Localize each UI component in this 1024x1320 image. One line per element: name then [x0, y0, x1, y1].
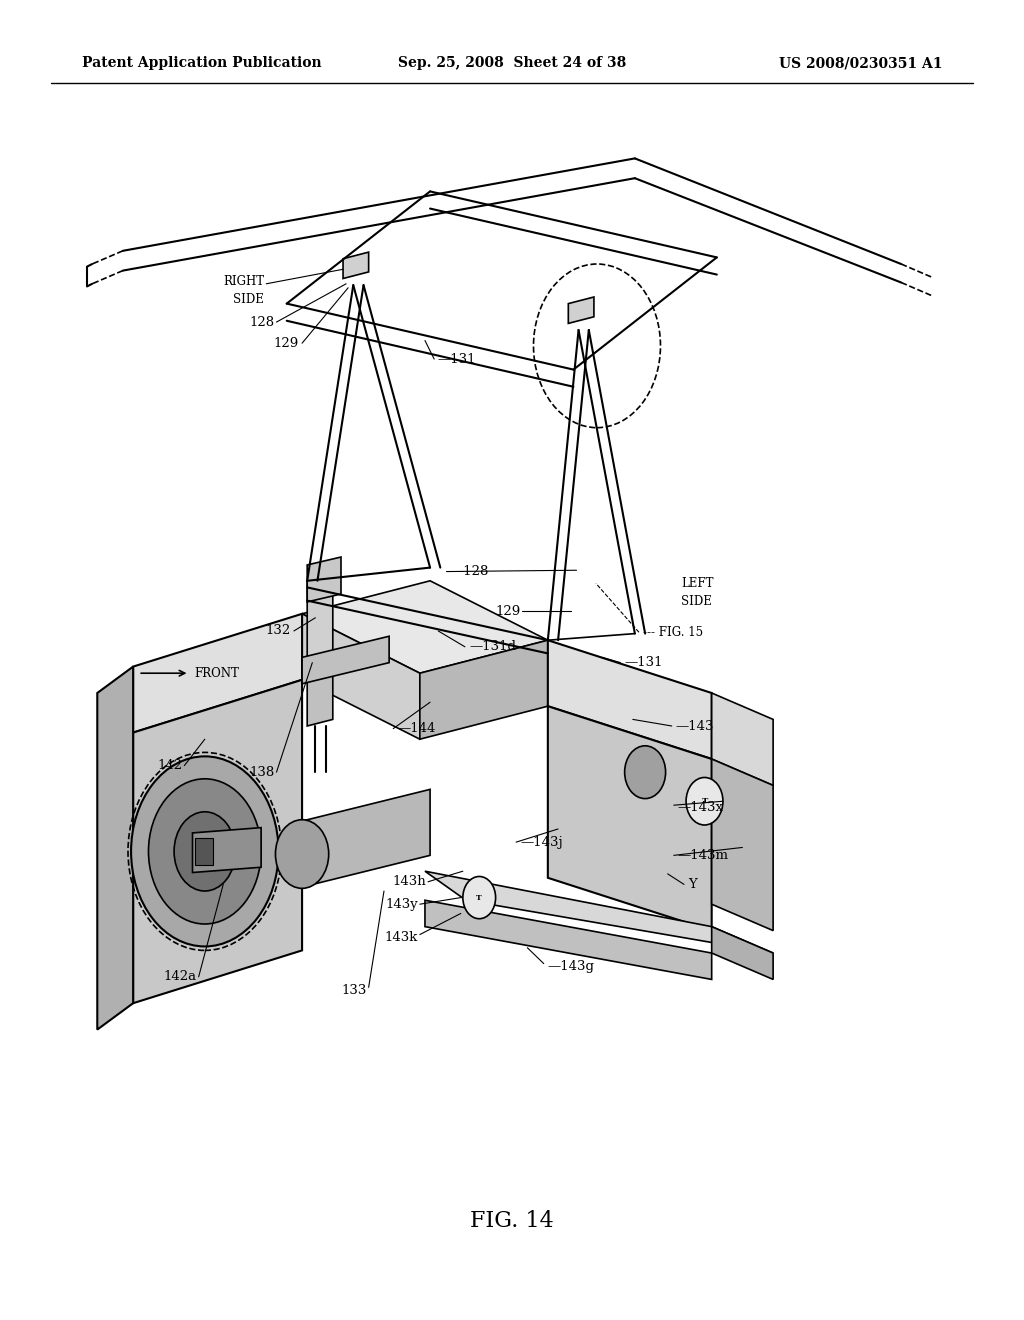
Polygon shape	[302, 789, 430, 887]
Polygon shape	[548, 640, 712, 759]
Polygon shape	[97, 667, 133, 1030]
Text: 143k: 143k	[384, 931, 418, 944]
Polygon shape	[712, 693, 773, 785]
Polygon shape	[307, 557, 341, 602]
Polygon shape	[133, 614, 302, 733]
Circle shape	[625, 746, 666, 799]
Text: —143g: —143g	[548, 960, 595, 973]
Polygon shape	[307, 574, 333, 680]
Polygon shape	[568, 297, 594, 323]
Polygon shape	[343, 252, 369, 279]
Text: —143x: —143x	[678, 801, 724, 814]
Text: LEFT: LEFT	[681, 577, 714, 590]
Circle shape	[148, 779, 261, 924]
Circle shape	[174, 812, 236, 891]
Text: 142a: 142a	[164, 970, 197, 983]
Polygon shape	[302, 636, 389, 684]
Text: 128: 128	[249, 315, 274, 329]
Polygon shape	[420, 640, 548, 739]
Text: FIG. 14: FIG. 14	[470, 1210, 554, 1232]
Text: 133: 133	[341, 983, 367, 997]
Text: 143h: 143h	[392, 875, 426, 888]
Text: Patent Application Publication: Patent Application Publication	[82, 57, 322, 70]
Text: —143: —143	[676, 719, 715, 733]
Text: US 2008/0230351 A1: US 2008/0230351 A1	[778, 57, 942, 70]
Polygon shape	[548, 706, 712, 931]
Text: —131: —131	[437, 352, 476, 366]
Text: 138: 138	[249, 766, 274, 779]
Text: 129: 129	[273, 337, 299, 350]
Polygon shape	[133, 680, 302, 1003]
Text: 143y: 143y	[385, 898, 418, 911]
Text: —143j: —143j	[520, 836, 563, 849]
Text: SIDE: SIDE	[681, 595, 712, 609]
Polygon shape	[712, 759, 773, 931]
Text: FRONT: FRONT	[195, 667, 240, 680]
Polygon shape	[302, 614, 420, 739]
Text: 132: 132	[265, 624, 291, 638]
Circle shape	[463, 876, 496, 919]
Text: —144: —144	[397, 722, 435, 735]
Text: —143m: —143m	[678, 849, 729, 862]
Text: 142: 142	[157, 759, 182, 772]
Text: T: T	[701, 797, 708, 805]
Polygon shape	[193, 828, 261, 873]
Polygon shape	[307, 667, 333, 726]
Text: —131d: —131d	[469, 640, 516, 653]
Text: --- FIG. 15: --- FIG. 15	[643, 626, 703, 639]
Polygon shape	[425, 871, 773, 953]
Polygon shape	[302, 581, 548, 673]
Text: RIGHT: RIGHT	[223, 275, 264, 288]
Polygon shape	[712, 927, 773, 979]
Text: —128: —128	[451, 565, 488, 578]
Text: Sep. 25, 2008  Sheet 24 of 38: Sep. 25, 2008 Sheet 24 of 38	[398, 57, 626, 70]
Text: SIDE: SIDE	[233, 293, 264, 306]
Circle shape	[131, 756, 279, 946]
Polygon shape	[195, 838, 213, 865]
Text: Y: Y	[688, 878, 697, 891]
Circle shape	[275, 820, 329, 888]
Polygon shape	[425, 900, 712, 979]
Text: —131: —131	[625, 656, 664, 669]
Circle shape	[686, 777, 723, 825]
Text: 129: 129	[495, 605, 520, 618]
Text: T: T	[476, 894, 482, 902]
